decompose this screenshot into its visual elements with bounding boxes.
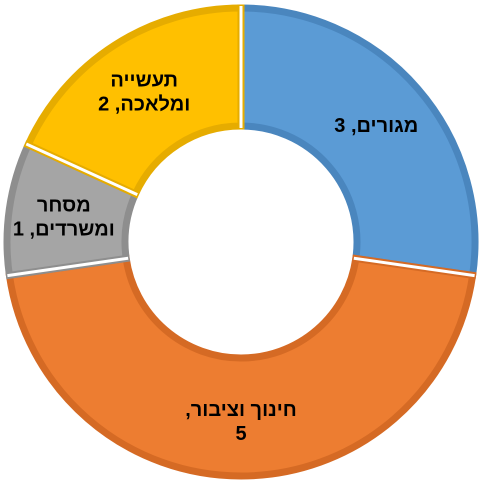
slice-data-label-line: תעשייה [110,69,178,91]
slice-data-label-line: מסחר [37,195,91,217]
slice-separator [7,256,129,278]
slice-data-label: מגורים, 3 [334,115,418,137]
slice-separator [25,142,138,197]
slice-separator [353,256,475,278]
labels-layer: מגורים, 3 חינוך וציבור, 5 מסחר ומשרדים, 1 תעש… [13,69,418,445]
slice-data-label-line: ומלאכה, 2 [98,93,190,115]
slice-data-label-line: 5 [235,423,246,445]
slice-data-label: תעשייה ומלאכה, 2 [98,69,190,115]
slice-data-label-line: מגורים, 3 [334,115,418,137]
slice-residential [237,4,479,280]
slice-data-label: מסחר ומשרדים, 1 [13,195,115,241]
slice-data-label-line: חינוך וציבור, [185,399,297,421]
slice-data-label: חינוך וציבור, 5 [185,399,297,445]
slice-industry-crafts [23,4,245,199]
slice-education-public [5,254,477,480]
slices-layer [3,4,479,480]
slice-data-label-line: ומשרדים, 1 [13,219,115,241]
